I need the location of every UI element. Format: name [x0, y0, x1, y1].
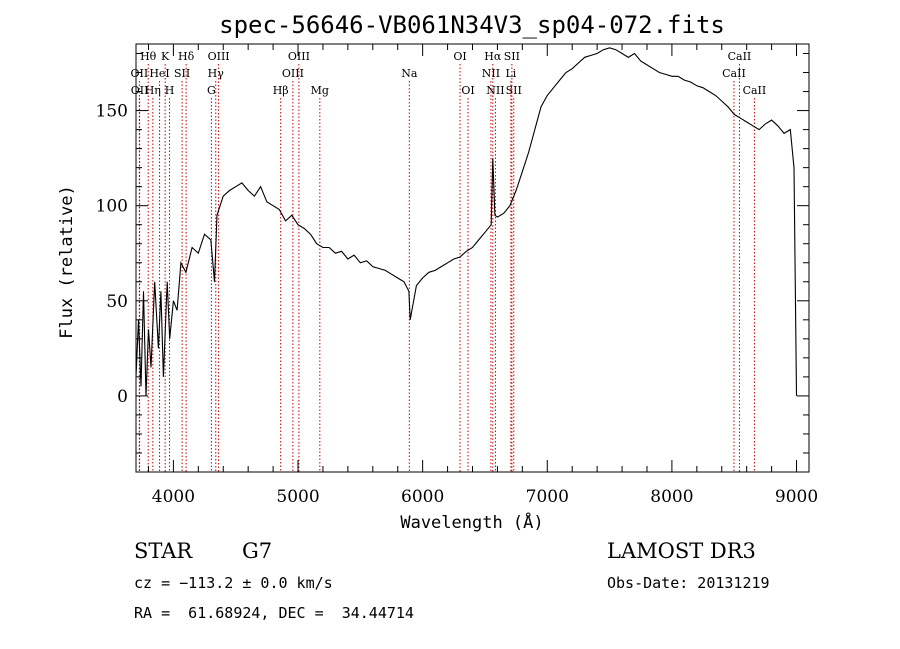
- x-tick-label: 8000: [650, 487, 693, 507]
- line-label-22: Li: [505, 67, 516, 80]
- x-axis-tick-labels: 4000 5000 6000 7000 8000 9000: [152, 487, 818, 507]
- y-axis-label: Flux (relative): [57, 185, 77, 339]
- y-tick-label: 150: [96, 102, 128, 122]
- x-tick-label: 6000: [401, 487, 444, 507]
- line-label-10: Hγ: [208, 67, 225, 80]
- line-label-5: HeI: [149, 67, 169, 80]
- line-label-11: G: [207, 84, 216, 97]
- line-label-17: OI: [453, 50, 466, 63]
- line-label-13: OIII: [282, 67, 304, 80]
- observation-date: Obs-Date: 20131219: [607, 574, 770, 592]
- line-label-1: OII: [131, 67, 149, 80]
- y-axis-ticks: [136, 53, 809, 473]
- y-axis-tick-labels: 0 50 100 150: [96, 102, 128, 407]
- line-label-23: NII: [486, 84, 504, 97]
- line-label-26: CaII: [722, 67, 746, 80]
- x-tick-label: 5000: [276, 487, 319, 507]
- spectral-line-markers: [138, 64, 755, 472]
- object-class: STAR: [134, 539, 193, 563]
- line-label-27: CaII: [743, 84, 767, 97]
- line-label-2: OII: [131, 84, 149, 97]
- y-tick-label: 50: [106, 292, 128, 312]
- survey-name: LAMOST DR3: [607, 539, 756, 563]
- line-label-14: Hβ: [273, 84, 289, 97]
- sky-coordinates: RA = 61.68924, DEC = 34.44714: [134, 604, 414, 622]
- plot-frame: [135, 43, 810, 473]
- line-label-24: SII: [506, 84, 522, 97]
- line-label-3: Hη: [145, 84, 161, 97]
- line-label-8: Hδ: [178, 50, 195, 63]
- line-label-6: SII: [174, 67, 190, 80]
- x-axis-ticks: [147, 44, 798, 472]
- x-tick-label: 7000: [526, 487, 569, 507]
- line-label-16: Na: [401, 67, 418, 80]
- line-label-12: OIII: [288, 50, 310, 63]
- line-label-19: Hα: [484, 50, 502, 63]
- y-tick-label: 0: [117, 387, 128, 407]
- line-label-4: K: [161, 50, 170, 63]
- spectrum-series-line: [135, 47, 798, 396]
- line-label-7: H: [165, 84, 175, 97]
- line-label-9: OIII: [208, 50, 230, 63]
- object-subclass: G7: [242, 539, 273, 563]
- line-label-21: NII: [482, 67, 500, 80]
- line-label-15: Mg: [311, 84, 329, 97]
- x-tick-label: 4000: [152, 487, 195, 507]
- line-label-25: CaII: [728, 50, 752, 63]
- x-tick-label: 9000: [775, 487, 818, 507]
- line-label-0: Hθ: [140, 50, 157, 63]
- chart-title: spec-56646-VB061N34V3_sp04-072.fits: [219, 11, 725, 39]
- redshift-velocity: cz = −113.2 ± 0.0 km/s: [134, 574, 333, 592]
- x-axis-label: Wavelength (Å): [400, 511, 543, 533]
- line-label-20: SII: [504, 50, 520, 63]
- line-label-18: OI: [461, 84, 474, 97]
- y-tick-label: 100: [96, 197, 128, 217]
